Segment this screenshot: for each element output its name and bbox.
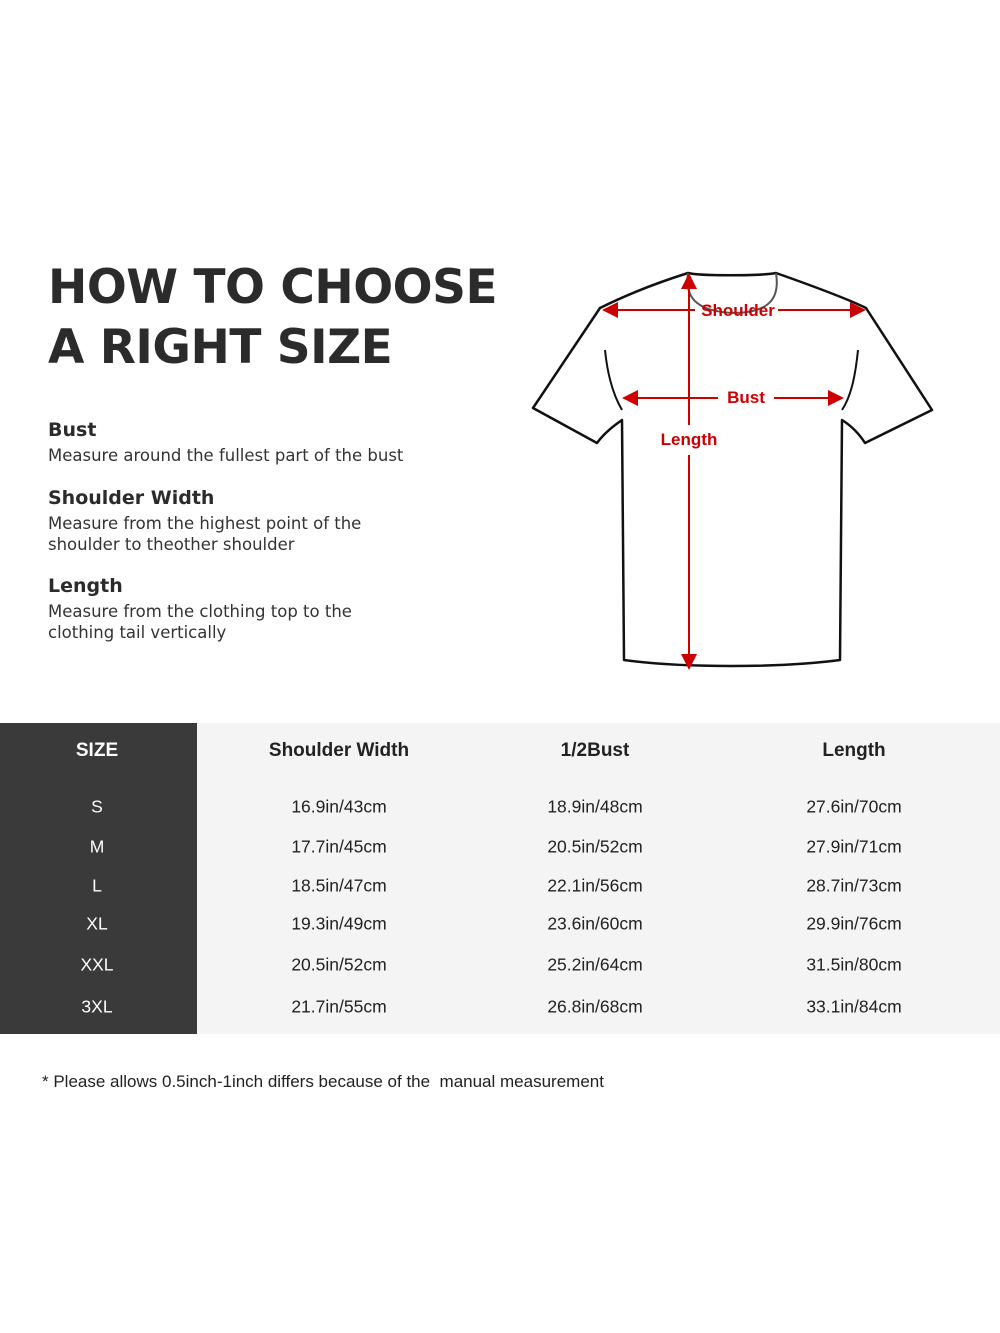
measurement-arrows [602, 273, 866, 670]
table-cell: 20.5in/52cm [547, 836, 643, 857]
shoulder-label: Shoulder [701, 301, 775, 320]
page-title: HOW TO CHOOSE A RIGHT SIZE [48, 258, 498, 378]
guide-text: Measure from the clothing top to the clo… [48, 602, 352, 642]
table-cell: 31.5in/80cm [806, 954, 902, 975]
size-label: 3XL [81, 996, 113, 1017]
table-cell: 19.3in/49cm [291, 913, 387, 934]
guide-bust: Bust Measure around the fullest part of … [48, 418, 428, 466]
guide-heading: Shoulder Width [48, 487, 215, 509]
size-label: XXL [80, 954, 114, 975]
table-cell: 26.8in/68cm [547, 996, 643, 1017]
bust-label: Bust [727, 388, 765, 407]
guide-shoulder-width: Shoulder Width Measure from the highest … [48, 486, 388, 555]
size-label: M [89, 836, 105, 857]
size-table: SIZE S M L XL XXL 3XL Shoulder Width 1/2Bust Len… [0, 723, 1000, 1034]
size-label: S [91, 796, 103, 817]
guide-heading: Length [48, 575, 123, 597]
size-column: SIZE S M L XL XXL 3XL [0, 723, 197, 1034]
guide-length: Length Measure from the clothing top to … [48, 574, 378, 643]
table-cell: 33.1in/84cm [806, 996, 902, 1017]
guide-heading: Bust [48, 419, 97, 441]
table-cell: 21.7in/55cm [291, 996, 387, 1017]
table-header: 1/2Bust [560, 740, 630, 761]
length-label: Length [661, 430, 718, 449]
table-cell: 17.7in/45cm [291, 836, 387, 857]
size-label: XL [86, 913, 108, 934]
table-cell: 23.6in/60cm [547, 913, 643, 934]
table-cell: 22.1in/56cm [547, 875, 643, 896]
title-line-1: HOW TO CHOOSE [48, 260, 498, 315]
table-cell: 29.9in/76cm [806, 913, 902, 934]
guide-text: Measure from the highest point of the sh… [48, 514, 362, 554]
guide-text: Measure around the fullest part of the b… [48, 446, 404, 465]
table-cell: 27.6in/70cm [806, 796, 902, 817]
table-header: Shoulder Width [268, 740, 410, 761]
table-cell: 16.9in/43cm [291, 796, 387, 817]
table-cell: 25.2in/64cm [547, 954, 643, 975]
table-header: Length [822, 740, 886, 761]
table-header: SIZE [75, 740, 119, 761]
title-line-2: A RIGHT SIZE [48, 320, 393, 375]
table-cell: 18.9in/48cm [547, 796, 643, 817]
tshirt-diagram: Shoulder Bust Length [531, 271, 934, 670]
size-label: L [92, 875, 102, 896]
tshirt-outline [531, 271, 934, 668]
table-cell: 27.9in/71cm [806, 836, 902, 857]
table-cell: 28.7in/73cm [806, 875, 902, 896]
table-cell: 20.5in/52cm [291, 954, 387, 975]
table-cell: 18.5in/47cm [291, 875, 387, 896]
measurement-note: * Please allows 0.5inch-1inch differs be… [42, 1072, 604, 1091]
